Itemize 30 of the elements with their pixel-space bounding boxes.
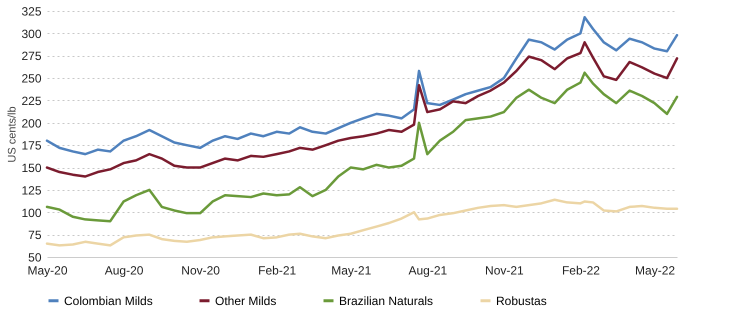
y-tick-label: 325 <box>21 4 42 18</box>
y-axis-title: US cents/lb <box>6 106 18 163</box>
line-series <box>46 16 678 156</box>
x-tick-label: May-20 <box>27 264 68 278</box>
legend-label: Brazilian Naturals <box>339 294 434 308</box>
x-tick-label: Nov-21 <box>485 264 524 278</box>
x-tick-label: Aug-20 <box>104 264 144 278</box>
x-tick-label: May-22 <box>635 264 676 278</box>
y-tick-label: 250 <box>21 72 42 86</box>
y-tick-label: 275 <box>21 49 42 64</box>
legend-label: Robustas <box>496 294 547 308</box>
line-series <box>46 41 678 178</box>
x-tick-label: Feb-22 <box>562 264 600 278</box>
y-tick-label: 175 <box>21 138 42 153</box>
y-tick-label: 50 <box>28 250 42 264</box>
legend-label: Other Milds <box>215 294 276 308</box>
y-tick-label: 150 <box>21 161 42 176</box>
line-series <box>46 198 678 247</box>
x-tick-label: May-21 <box>331 264 372 278</box>
x-tick-label: Nov-20 <box>181 264 220 278</box>
y-tick-label: 100 <box>21 206 42 220</box>
y-tick-label: 75 <box>28 228 42 242</box>
x-tick-label: Aug-21 <box>408 264 448 278</box>
y-tick-label: 125 <box>21 183 42 198</box>
legend-label: Colombian Milds <box>64 294 153 308</box>
y-tick-label: 225 <box>21 94 42 108</box>
y-tick-label: 300 <box>21 26 42 41</box>
y-tick-label: 200 <box>21 116 42 130</box>
line-series <box>46 71 678 222</box>
x-tick-label: Feb-21 <box>258 264 297 278</box>
